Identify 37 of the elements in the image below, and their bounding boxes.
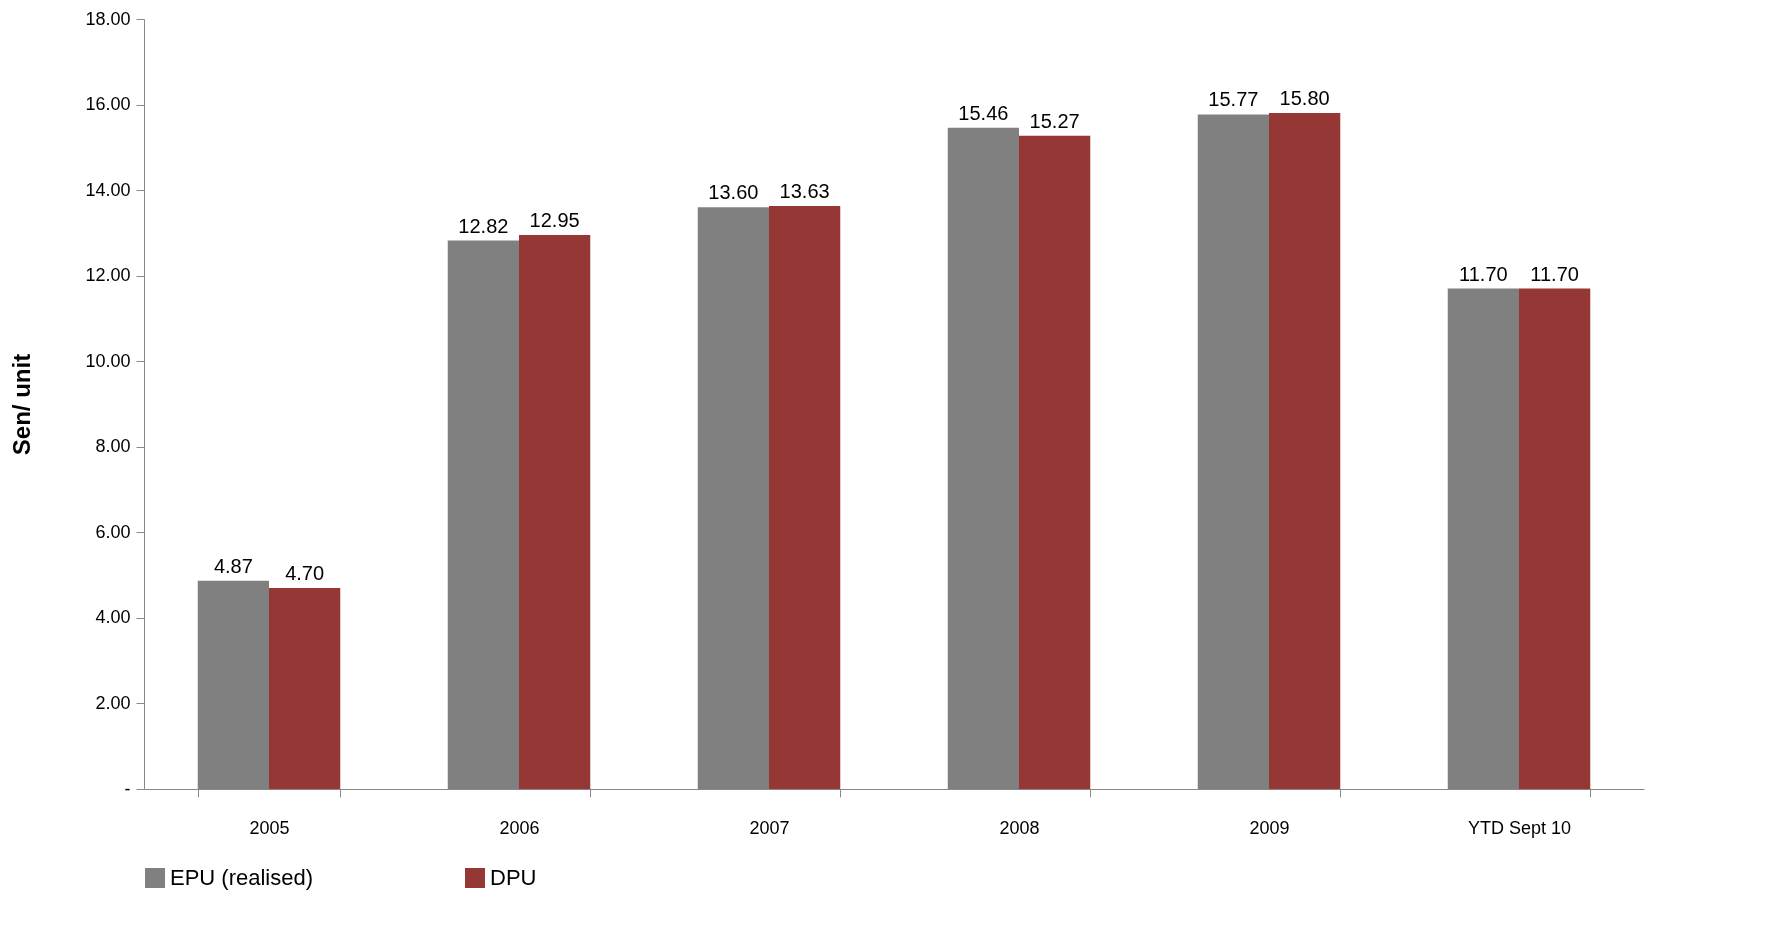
y-tick-label: 4.00: [95, 607, 131, 628]
x-tick-label: 2005: [249, 817, 290, 838]
y-tick-label: 14.00: [85, 179, 131, 200]
legend-label: DPU: [490, 865, 537, 890]
data-label: 13.63: [779, 179, 830, 202]
data-label: 11.70: [1530, 262, 1579, 285]
bar: [519, 235, 591, 789]
data-label: 15.27: [1029, 109, 1080, 132]
bar: [769, 205, 841, 789]
y-tick-label: 18.00: [85, 8, 131, 29]
bar: [269, 587, 341, 789]
bar: [1019, 135, 1091, 789]
y-tick-label: 2.00: [95, 692, 131, 713]
data-label: 11.70: [1459, 262, 1508, 285]
data-label: 12.82: [458, 214, 509, 237]
x-tick-label: YTD Sept 10: [1467, 817, 1572, 838]
x-tick-label: 2007: [749, 817, 790, 838]
y-tick-label: -: [124, 778, 131, 799]
legend-label: EPU (realised): [170, 865, 314, 890]
x-tick-label: 2009: [1249, 817, 1290, 838]
data-label: 15.80: [1279, 87, 1330, 110]
data-label: 12.95: [529, 209, 580, 232]
y-tick-label: 6.00: [95, 521, 131, 542]
data-label: 4.70: [285, 561, 325, 584]
y-tick-label: 8.00: [95, 436, 131, 457]
bar: [1269, 113, 1341, 789]
y-tick-label: 12.00: [85, 265, 131, 286]
bar: [1519, 288, 1591, 789]
data-label: 13.60: [708, 181, 759, 204]
y-tick-label: 10.00: [85, 350, 131, 371]
data-label: 15.77: [1208, 88, 1259, 111]
y-tick-label: 16.00: [85, 94, 131, 115]
y-axis-title: Sen/ unit: [8, 353, 36, 456]
x-tick-label: 2006: [499, 817, 540, 838]
data-label: 15.46: [958, 101, 1009, 124]
data-label: 4.87: [213, 554, 253, 577]
x-tick-label: 2008: [999, 817, 1040, 838]
